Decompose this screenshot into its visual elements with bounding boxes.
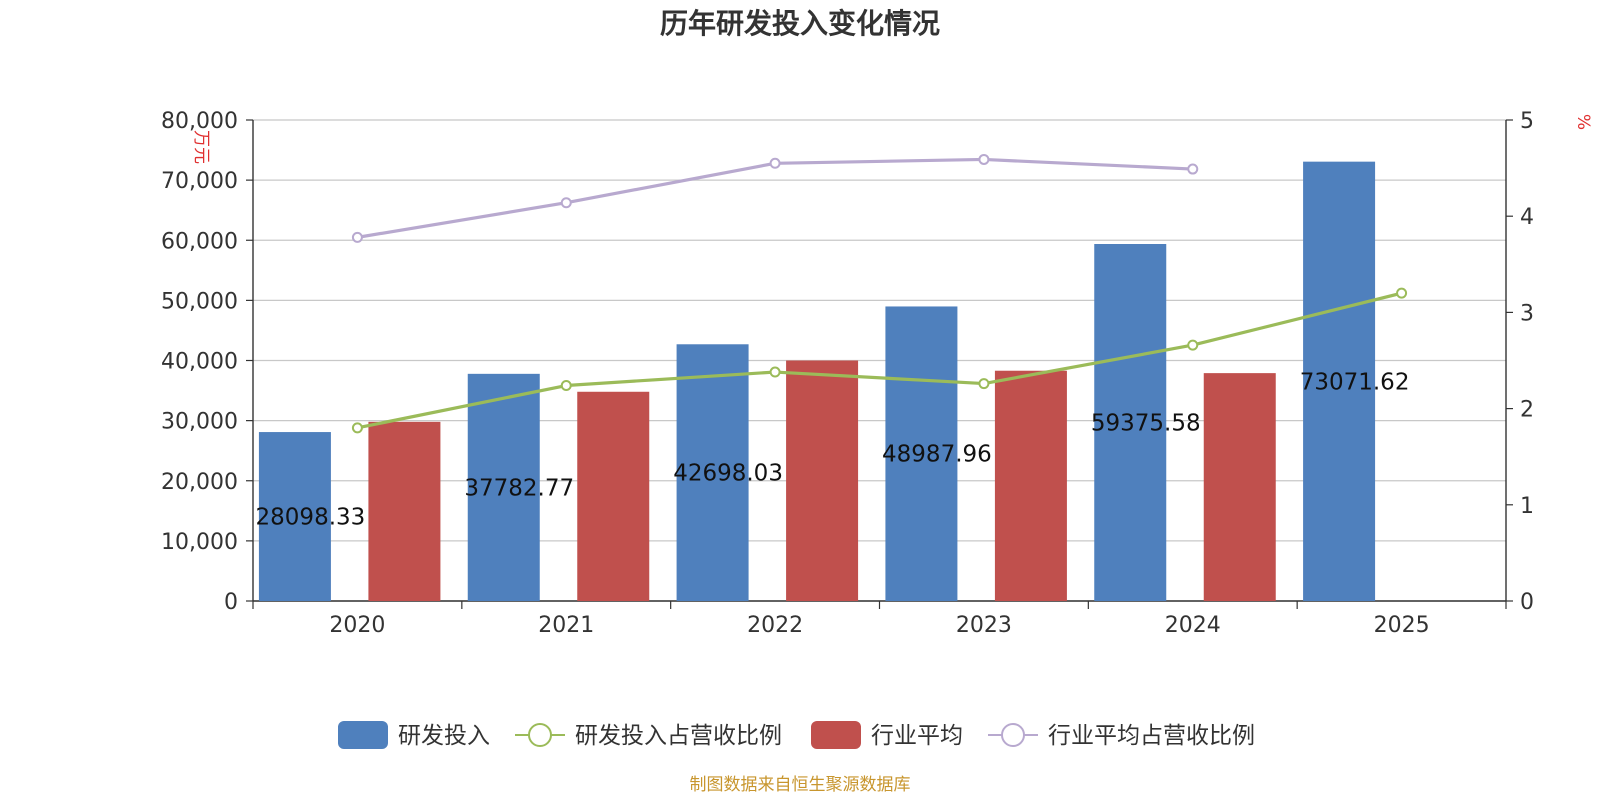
data-label-rd-2022: 42698.03 <box>673 461 783 487</box>
bars <box>258 161 1376 601</box>
bar-rd-2022 <box>676 344 749 601</box>
x-tick-label: 2025 <box>1374 613 1430 638</box>
industry-ratio-point-2020 <box>351 231 363 243</box>
left-tick-label: 20,000 <box>161 470 238 495</box>
rd-ratio-point-2020 <box>351 422 363 434</box>
left-tick-label: 70,000 <box>161 169 238 194</box>
bar-industry-2024 <box>1203 373 1276 601</box>
left-tick-label: 0 <box>224 590 238 615</box>
data-label-rd-2023: 48987.96 <box>882 442 992 468</box>
industry-ratio-point-2024 <box>1187 163 1199 175</box>
x-tick-label: 2021 <box>538 613 594 638</box>
x-tick-label: 2024 <box>1165 613 1221 638</box>
x-tick-label: 2020 <box>329 613 385 638</box>
axes: 0 10,000 20,000 30,000 40,000 50,000 60,000 70,… <box>161 109 1534 638</box>
left-tick-label: 30,000 <box>161 410 238 435</box>
right-tick-label: 2 <box>1520 398 1534 423</box>
data-labels: 28098.33 37782.77 42698.03 48987.96 59375.58… <box>256 369 1410 530</box>
x-tick-label: 2023 <box>956 613 1012 638</box>
legend-label: 研发投入占营收比例 <box>575 723 782 749</box>
data-label-rd-2020: 28098.33 <box>256 505 366 531</box>
bar-industry-2023 <box>994 370 1067 601</box>
left-tick-label: 50,000 <box>161 289 238 314</box>
right-tick-label: 0 <box>1520 590 1534 615</box>
left-tick-label: 40,000 <box>161 350 238 375</box>
left-axis-unit: 万元 <box>191 130 211 164</box>
gridlines <box>253 119 1506 602</box>
bar-rd-2025 <box>1303 161 1376 601</box>
legend-label: 行业平均 <box>871 723 963 749</box>
bar-industry-2021 <box>577 391 650 601</box>
data-label-rd-2024: 59375.58 <box>1091 411 1201 437</box>
industry-ratio-line <box>357 157 1193 239</box>
data-label-rd-2025: 73071.62 <box>1300 369 1410 395</box>
data-label-rd-2021: 37782.77 <box>464 475 574 501</box>
bar-rd-2023 <box>885 306 958 601</box>
legend-swatch <box>811 721 861 749</box>
chart-title: 历年研发投入变化情况 <box>660 7 940 40</box>
bar-rd-2020 <box>258 432 331 601</box>
bar-rd-2024 <box>1094 244 1167 601</box>
industry-ratio-point-2023 <box>978 153 990 165</box>
rd-ratio-point-2021 <box>560 380 572 392</box>
legend-label: 行业平均占营收比例 <box>1048 723 1255 749</box>
industry-ratio-point-2021 <box>560 197 572 209</box>
legend[interactable]: 研发投入 研发投入占营收比例 行业平均 行业平均占营收比例 <box>338 721 1255 749</box>
rd-ratio-line <box>357 291 1402 430</box>
legend-item-0[interactable]: 研发投入 <box>338 721 490 749</box>
bar-industry-2020 <box>368 421 441 601</box>
right-tick-label: 1 <box>1520 494 1534 519</box>
right-axis-unit: % <box>1573 114 1593 130</box>
legend-item-3[interactable]: 行业平均占营收比例 <box>988 723 1255 749</box>
legend-marker <box>1001 723 1025 747</box>
rd-ratio-point-2023 <box>978 378 990 390</box>
industry-ratio-point-2022 <box>769 157 781 169</box>
right-tick-label: 5 <box>1520 109 1534 134</box>
bar-rd-2021 <box>467 373 540 601</box>
bar-industry-2022 <box>786 360 859 601</box>
legend-marker <box>528 723 552 747</box>
right-tick-label: 3 <box>1520 301 1534 326</box>
left-tick-label: 80,000 <box>161 109 238 134</box>
lines <box>351 153 1408 434</box>
legend-item-1[interactable]: 研发投入占营收比例 <box>515 723 782 749</box>
rd-ratio-point-2022 <box>769 366 781 378</box>
source-note: 制图数据来自恒生聚源数据库 <box>690 775 911 795</box>
left-tick-label: 10,000 <box>161 530 238 555</box>
legend-item-2[interactable]: 行业平均 <box>811 721 963 749</box>
legend-label: 研发投入 <box>398 723 490 749</box>
rd-ratio-point-2024 <box>1187 339 1199 351</box>
x-tick-label: 2022 <box>747 613 803 638</box>
left-tick-label: 60,000 <box>161 229 238 254</box>
rd-ratio-point-2025 <box>1396 287 1408 299</box>
right-tick-label: 4 <box>1520 205 1534 230</box>
legend-swatch <box>338 721 388 749</box>
